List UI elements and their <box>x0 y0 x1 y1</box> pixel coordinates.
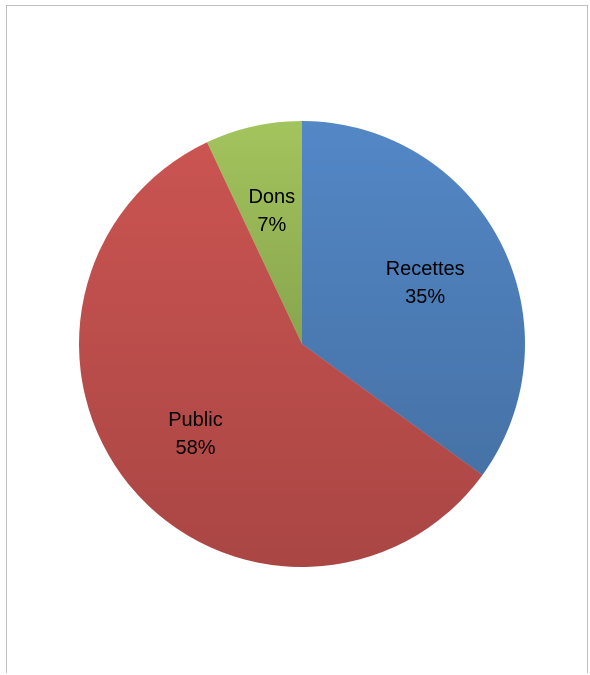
slice-percent-label: 58% <box>175 437 215 459</box>
slice-category-label: Dons <box>248 186 295 208</box>
slice-percent-label: 7% <box>257 214 286 236</box>
slice-category-label: Public <box>168 409 222 431</box>
slice-percent-label: 35% <box>405 286 445 308</box>
pie-slices <box>79 121 525 567</box>
slice-category-label: Recettes <box>386 258 465 280</box>
